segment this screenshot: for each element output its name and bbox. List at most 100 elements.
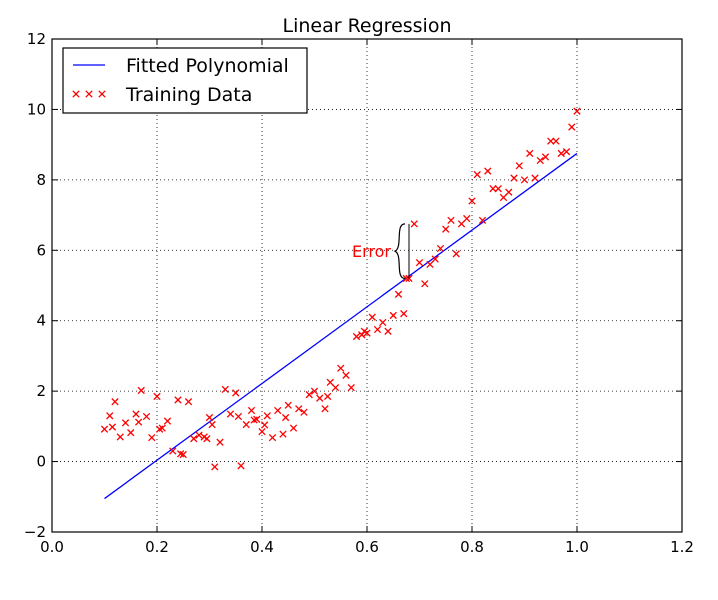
y-tick-label: 2	[36, 382, 46, 400]
y-tick-label: −2	[24, 523, 46, 541]
data-point	[468, 197, 476, 205]
data-point	[368, 313, 376, 321]
data-point	[221, 385, 229, 394]
data-point	[116, 433, 124, 441]
data-point	[505, 188, 513, 196]
data-point	[226, 410, 235, 418]
data-point	[557, 149, 565, 158]
legend-marker	[98, 90, 106, 98]
data-point	[400, 310, 408, 318]
data-point	[421, 280, 429, 288]
data-point	[148, 433, 156, 442]
data-point	[234, 412, 243, 421]
y-tick-label: 8	[36, 171, 46, 189]
x-tick-label: 0.4	[250, 538, 274, 556]
data-point	[515, 162, 523, 170]
data-point	[263, 412, 271, 420]
y-tick-label: 0	[36, 453, 46, 471]
data-point	[310, 387, 319, 395]
y-tick-label: 12	[27, 30, 46, 48]
legend-marker-swatch	[72, 90, 106, 98]
legend-marker	[85, 90, 93, 98]
x-tick-label: 0.6	[355, 538, 379, 556]
y-tick-label: 4	[36, 312, 46, 330]
x-tick-label: 0.8	[460, 538, 484, 556]
x-tick-label: 0.0	[40, 538, 64, 556]
data-point	[531, 174, 539, 182]
data-point	[352, 332, 361, 341]
error-annotation: Error	[352, 223, 410, 280]
chart-title: Linear Regression	[282, 15, 451, 37]
data-point	[237, 462, 245, 470]
data-point	[216, 438, 224, 446]
y-tick-label: 10	[27, 100, 46, 118]
data-point	[373, 325, 382, 334]
fitted-line-series	[104, 152, 578, 500]
data-point	[281, 413, 290, 422]
data-point	[153, 392, 161, 401]
data-point	[347, 383, 355, 392]
data-point	[573, 107, 581, 115]
data-point	[274, 406, 282, 415]
data-point	[562, 148, 571, 156]
data-point	[155, 425, 164, 433]
data-point	[526, 149, 534, 158]
data-point	[484, 167, 492, 175]
data-point	[431, 255, 439, 263]
legend-box	[62, 47, 308, 114]
fitted-line	[104, 152, 578, 500]
data-point	[316, 394, 324, 402]
data-point	[473, 170, 481, 179]
data-point	[410, 220, 418, 228]
data-point	[134, 418, 143, 426]
data-point	[342, 371, 350, 379]
data-point	[176, 450, 185, 458]
data-point	[541, 153, 550, 161]
data-point	[300, 408, 308, 416]
data-point	[384, 327, 392, 335]
data-point	[331, 383, 340, 392]
data-point	[100, 425, 109, 433]
data-point	[184, 398, 193, 406]
x-tick-label: 1.2	[670, 538, 694, 556]
data-point	[568, 123, 576, 131]
data-point	[205, 413, 214, 422]
training-data-series	[100, 107, 581, 471]
data-point	[305, 391, 313, 399]
data-point	[190, 435, 198, 443]
data-point	[295, 405, 303, 413]
x-tick-label: 1.0	[565, 538, 589, 556]
data-point	[289, 424, 298, 432]
data-point	[520, 176, 529, 184]
data-point	[321, 405, 329, 413]
data-point	[536, 156, 544, 165]
data-point	[169, 447, 177, 455]
data-point	[127, 429, 135, 437]
data-point	[389, 311, 397, 320]
legend: Fitted Polynomial Training Data	[62, 47, 308, 114]
data-point	[137, 386, 145, 395]
data-point	[323, 392, 332, 401]
data-point	[121, 419, 130, 427]
data-point	[250, 416, 258, 424]
data-point	[211, 463, 219, 471]
data-point	[258, 427, 266, 436]
data-point	[447, 216, 455, 225]
data-point	[260, 421, 269, 429]
data-point	[284, 401, 292, 409]
data-point	[436, 244, 445, 253]
data-point	[360, 327, 369, 335]
data-point	[163, 417, 172, 425]
data-point	[494, 185, 502, 193]
data-point	[394, 290, 403, 298]
data-point	[111, 398, 119, 406]
data-point	[452, 250, 460, 258]
error-label: Error	[352, 242, 391, 261]
data-point	[247, 406, 256, 415]
data-point	[379, 318, 387, 327]
error-brace	[393, 223, 406, 280]
legend-label-training: Training Data	[125, 84, 252, 106]
legend-marker	[72, 90, 80, 98]
data-point	[132, 410, 140, 418]
